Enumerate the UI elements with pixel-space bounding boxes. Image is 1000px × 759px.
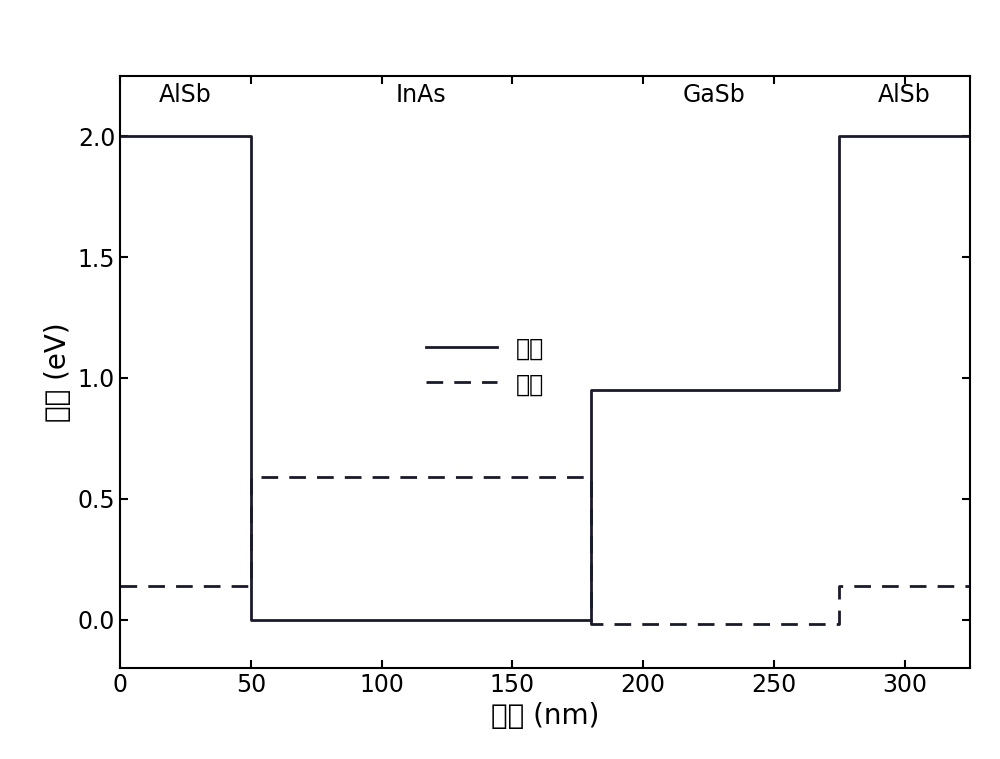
导带 (114, 132, 126, 141)
导带 (833, 132, 845, 141)
导带 (585, 615, 597, 624)
Text: AlSb: AlSb (159, 83, 212, 107)
价带 (114, 581, 126, 591)
价带 (245, 472, 257, 481)
Line: 价带: 价带 (120, 477, 970, 625)
Line: 导带: 导带 (120, 137, 970, 619)
价带 (833, 620, 845, 629)
导带 (964, 132, 976, 141)
价带 (964, 581, 976, 591)
Y-axis label: 能量 (eV): 能量 (eV) (44, 322, 72, 422)
价带 (833, 581, 845, 591)
导带 (585, 386, 597, 395)
Legend: 导带, 价带: 导带, 价带 (417, 327, 553, 406)
价带 (585, 620, 597, 629)
X-axis label: 坐标 (nm): 坐标 (nm) (491, 702, 599, 730)
价带 (245, 581, 257, 591)
导带 (245, 132, 257, 141)
导带 (245, 615, 257, 624)
Text: GaSb: GaSb (682, 83, 745, 107)
Text: InAs: InAs (395, 83, 446, 107)
价带 (585, 472, 597, 481)
Text: AlSb: AlSb (878, 83, 931, 107)
导带 (833, 386, 845, 395)
